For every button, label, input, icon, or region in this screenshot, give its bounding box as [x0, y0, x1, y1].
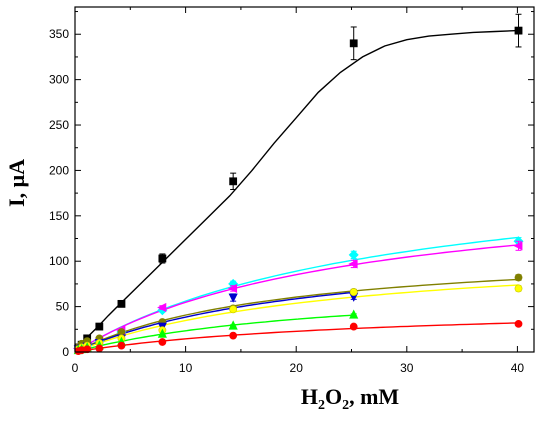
series-6-point — [229, 305, 238, 314]
series-3-fit-line — [74, 244, 519, 353]
x-tick-label: 30 — [400, 361, 414, 375]
series-3-point — [513, 241, 523, 251]
y-tick-label: 300 — [49, 73, 69, 87]
series-8-point — [83, 345, 92, 354]
series-7-point — [228, 320, 238, 330]
series-1-point — [158, 254, 167, 263]
series-3-point — [157, 302, 167, 313]
series-1-fit-line — [74, 29, 518, 350]
y-axis-title: I, μA — [4, 159, 29, 207]
series-4-point — [514, 273, 523, 282]
series-7-point — [157, 328, 167, 338]
x-tick-label: 0 — [72, 361, 79, 375]
series-2-point — [348, 249, 359, 260]
series-8-point — [514, 319, 523, 328]
y-tick-label: 100 — [49, 254, 69, 268]
series-8-point — [229, 331, 238, 340]
series-6-point — [514, 284, 523, 293]
x-axis-title: H2O2, mM — [301, 384, 400, 413]
x-tick-label: 20 — [290, 361, 304, 375]
series-8-fit-line — [74, 322, 519, 353]
y-tick-label: 150 — [49, 209, 69, 223]
y-tick-label: 350 — [49, 27, 69, 41]
series-1-point — [117, 299, 126, 308]
series-8-point — [117, 341, 126, 350]
series-8-point — [349, 322, 358, 331]
y-tick-label: 0 — [62, 345, 69, 359]
y-tick-label: 250 — [49, 118, 69, 132]
series-6-fit-line — [74, 284, 519, 353]
plot-area — [73, 13, 524, 355]
x-tick-label: 40 — [511, 361, 525, 375]
series-5-point — [228, 293, 238, 303]
y-tick-label: 200 — [49, 163, 69, 177]
axes: 0 10 20 30 40 0 50 100 150 200 250 300 350 — [49, 6, 535, 375]
x-tick-label: 10 — [179, 361, 193, 375]
series-8-point — [95, 344, 104, 353]
series-4-fit-line — [74, 278, 519, 353]
series-6-point — [349, 288, 358, 296]
series-2-fit-line — [74, 236, 519, 353]
series-7-point — [349, 309, 359, 319]
plot-frame — [74, 6, 535, 353]
series-1-point — [349, 39, 358, 48]
y-tick-label: 50 — [56, 300, 70, 314]
series-1-point — [229, 177, 238, 186]
series-3-point — [348, 259, 358, 269]
series-3-point — [227, 283, 238, 294]
series-1-point — [95, 322, 104, 331]
series-8-point — [158, 338, 167, 346]
series-1-point — [514, 26, 523, 35]
